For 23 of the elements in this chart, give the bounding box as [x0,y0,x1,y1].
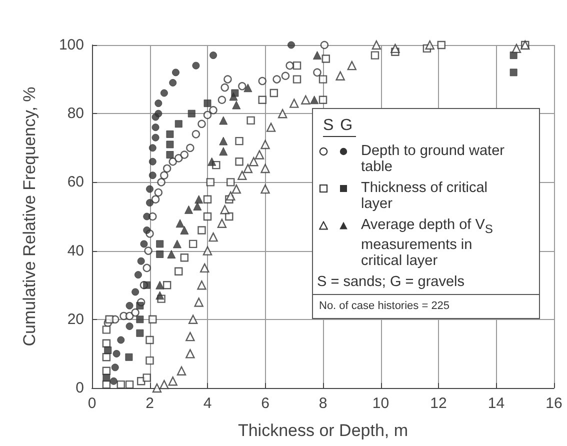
x-tick-label: 16 [546,395,562,412]
y-tick-label: 0 [76,380,84,396]
x-tick-label: 4 [203,395,212,412]
x-tick-label: 2 [146,395,154,412]
y-tick-label: 60 [67,174,84,191]
y-tick-label: 40 [67,242,84,260]
legend-label: Average depth of V$_{S}$ measurements in critical layer [361,217,494,269]
x-tick-label: 12 [430,395,447,412]
annotation: S = sands; G = gravels [317,274,466,290]
annotation: No. of case histories = 225 [313,294,539,318]
x-tick-label: 6 [261,395,270,412]
x-tick-label: 0 [88,395,96,412]
y-tick-label: 100 [58,36,84,54]
y-axis-title: Cumulative Relative Frequency, % [20,86,39,346]
legend-label: Depth to ground water table [361,143,506,175]
legend-title: S G [323,117,356,137]
legend-label: Thickness of critical layer [361,180,489,212]
x-axis-title: Thickness or Depth, m [238,421,408,440]
x-tick-label: 14 [488,395,505,412]
x-tick-label: 8 [318,395,328,412]
x-tick-label: 10 [372,395,390,412]
y-tick-label: 20 [67,310,84,328]
y-tick-label: 80 [67,105,84,122]
